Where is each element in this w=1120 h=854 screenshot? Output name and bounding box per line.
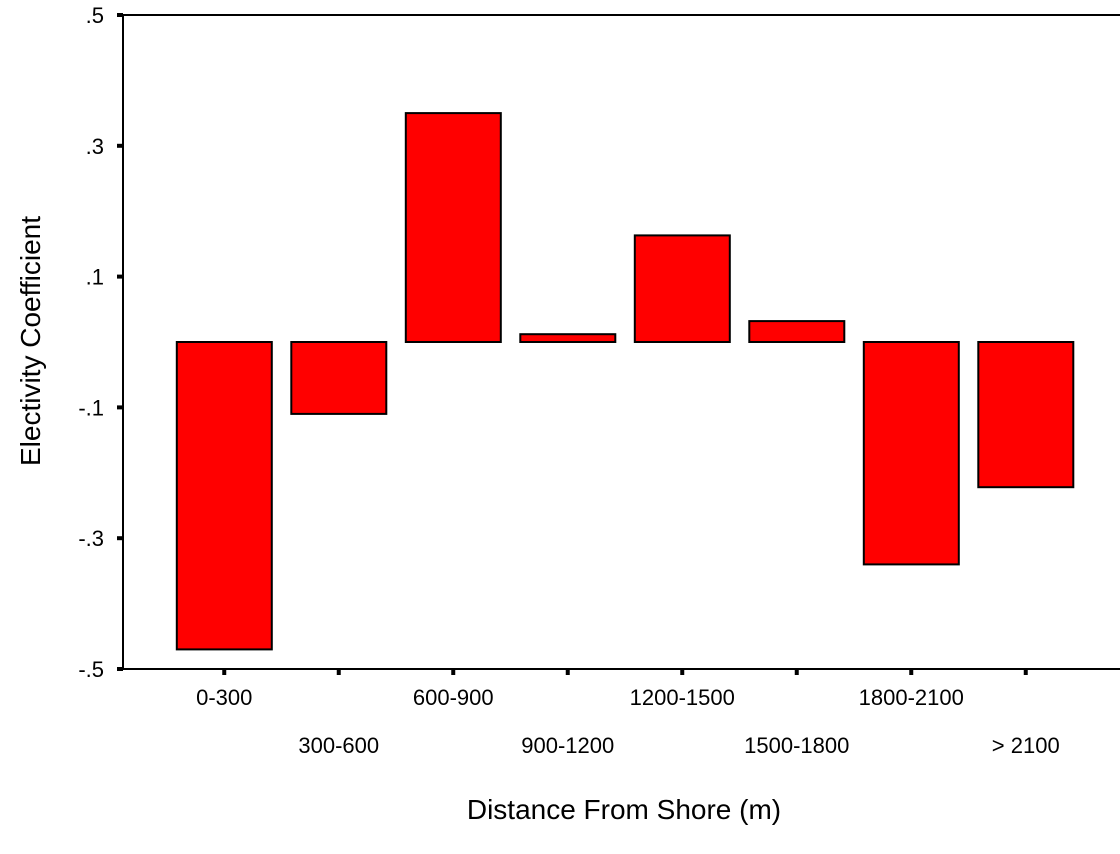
x-ticks-group: 0-300 300-600 600-900 900-1200 1200-1500 1500… [196,669,1060,758]
y-ticks-group: .5 .3 .1 -.1 -.3 -.5 [78,3,123,682]
bar-3 [519,333,617,344]
y-tick-label-3: -.1 [78,395,104,420]
x-tick-label-0: 0-300 [196,685,252,710]
bar-1 [290,341,388,415]
x-tick-label-7: > 2100 [992,733,1060,758]
x-axis-title: Distance From Shore (m) [467,794,781,825]
y-axis-title: Electivity Coefficient [15,216,46,466]
y-tick-label-5: -.5 [78,657,104,682]
bar-5 [748,320,846,344]
bar-0 [175,341,273,651]
axes-group [122,14,1120,670]
y-tick-label-2: .1 [86,265,104,290]
x-tick-label-4: 1200-1500 [630,685,735,710]
bar-4 [633,234,731,343]
y-tick-label-1: .3 [86,134,104,159]
x-tick-label-6: 1800-2100 [859,685,964,710]
bars-group [175,112,1075,651]
bar-6 [862,341,960,566]
y-tick-label-0: .5 [86,3,104,28]
bar-2 [404,112,502,343]
bar-7 [977,341,1075,489]
y-tick-label-4: -.3 [78,526,104,551]
x-tick-label-3: 900-1200 [521,733,614,758]
x-tick-label-5: 1500-1800 [744,733,849,758]
x-tick-label-1: 300-600 [298,733,379,758]
x-tick-label-2: 600-900 [413,685,494,710]
